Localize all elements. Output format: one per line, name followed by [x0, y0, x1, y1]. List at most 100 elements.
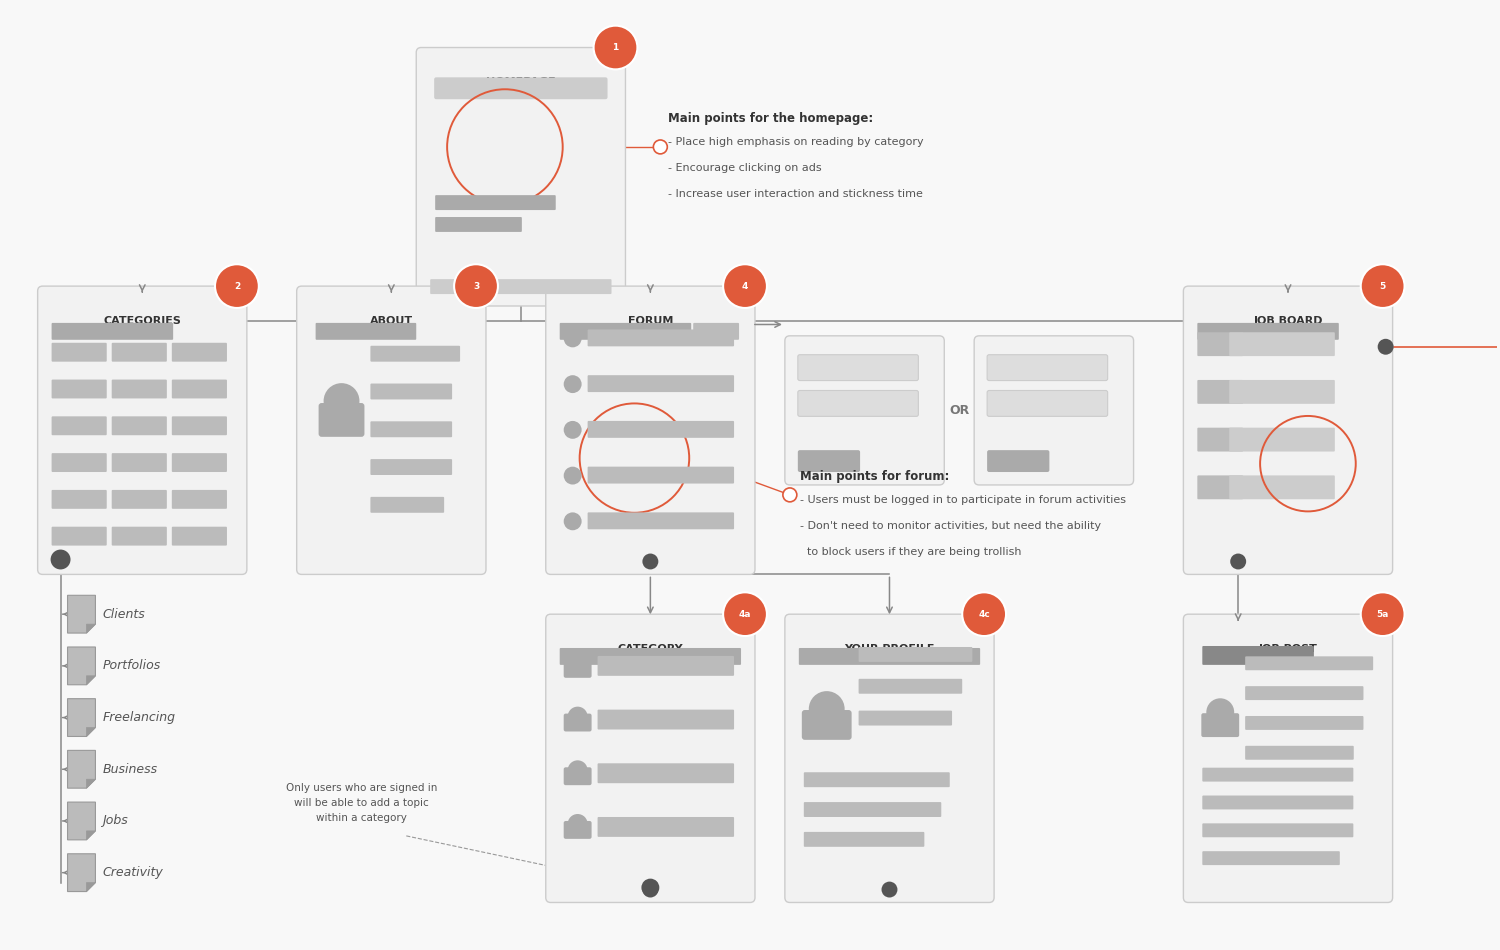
Polygon shape: [87, 728, 96, 736]
FancyBboxPatch shape: [800, 648, 980, 665]
FancyBboxPatch shape: [1245, 686, 1364, 700]
Polygon shape: [87, 883, 96, 891]
FancyBboxPatch shape: [172, 526, 226, 545]
FancyBboxPatch shape: [1228, 475, 1335, 500]
Polygon shape: [68, 596, 96, 633]
FancyBboxPatch shape: [560, 323, 692, 340]
Polygon shape: [68, 802, 96, 840]
Text: 2: 2: [234, 281, 240, 291]
FancyBboxPatch shape: [111, 490, 166, 509]
FancyBboxPatch shape: [111, 453, 166, 472]
Circle shape: [564, 330, 582, 348]
Text: Only users who are signed in
will be able to add a topic
within a category: Only users who are signed in will be abl…: [286, 783, 436, 823]
Text: 5: 5: [1380, 281, 1386, 291]
FancyBboxPatch shape: [974, 335, 1134, 484]
FancyBboxPatch shape: [51, 343, 106, 362]
FancyBboxPatch shape: [1203, 824, 1353, 837]
FancyBboxPatch shape: [370, 497, 444, 513]
Polygon shape: [87, 675, 96, 685]
FancyBboxPatch shape: [433, 77, 608, 99]
Circle shape: [454, 264, 498, 308]
Text: Creativity: Creativity: [102, 866, 164, 879]
Circle shape: [567, 653, 588, 673]
FancyBboxPatch shape: [172, 490, 226, 509]
FancyBboxPatch shape: [1245, 656, 1372, 671]
FancyBboxPatch shape: [588, 466, 734, 484]
Circle shape: [564, 375, 582, 393]
FancyBboxPatch shape: [111, 343, 166, 362]
Polygon shape: [87, 779, 96, 788]
Text: 4: 4: [742, 281, 748, 291]
Circle shape: [654, 140, 668, 154]
FancyBboxPatch shape: [597, 656, 734, 675]
Text: Business: Business: [102, 763, 158, 776]
FancyBboxPatch shape: [1184, 615, 1392, 902]
FancyBboxPatch shape: [987, 390, 1107, 416]
FancyBboxPatch shape: [693, 323, 740, 340]
FancyBboxPatch shape: [435, 195, 555, 210]
FancyBboxPatch shape: [597, 763, 734, 783]
FancyBboxPatch shape: [172, 343, 226, 362]
Circle shape: [214, 264, 260, 308]
Text: - Users must be logged in to participate in forum activities: - Users must be logged in to participate…: [800, 495, 1126, 504]
Text: OR: OR: [950, 404, 969, 417]
Circle shape: [567, 760, 588, 780]
FancyBboxPatch shape: [370, 459, 452, 475]
FancyBboxPatch shape: [318, 403, 364, 437]
FancyBboxPatch shape: [38, 286, 248, 575]
FancyBboxPatch shape: [1197, 380, 1243, 404]
FancyBboxPatch shape: [1203, 768, 1353, 782]
FancyBboxPatch shape: [1197, 323, 1340, 340]
FancyBboxPatch shape: [564, 768, 591, 786]
Circle shape: [564, 512, 582, 530]
FancyBboxPatch shape: [804, 832, 924, 846]
Text: JOB POST: JOB POST: [1258, 644, 1317, 654]
Circle shape: [642, 882, 658, 898]
FancyBboxPatch shape: [546, 286, 754, 575]
FancyBboxPatch shape: [798, 354, 918, 381]
Circle shape: [1360, 264, 1404, 308]
FancyBboxPatch shape: [297, 286, 486, 575]
Text: - Increase user interaction and stickness time: - Increase user interaction and sticknes…: [669, 189, 922, 199]
FancyBboxPatch shape: [1202, 713, 1239, 737]
Text: - Encourage clicking on ads: - Encourage clicking on ads: [669, 162, 822, 173]
Circle shape: [642, 554, 658, 569]
FancyBboxPatch shape: [51, 526, 106, 545]
Circle shape: [882, 882, 897, 898]
Circle shape: [783, 488, 796, 502]
FancyBboxPatch shape: [987, 354, 1107, 381]
FancyBboxPatch shape: [858, 647, 972, 662]
Text: JOB BOARD: JOB BOARD: [1254, 316, 1323, 326]
FancyBboxPatch shape: [804, 772, 950, 788]
FancyBboxPatch shape: [1228, 428, 1335, 451]
Circle shape: [564, 421, 582, 439]
FancyBboxPatch shape: [588, 512, 734, 529]
FancyBboxPatch shape: [51, 380, 106, 398]
FancyBboxPatch shape: [430, 279, 612, 294]
FancyBboxPatch shape: [1228, 380, 1335, 404]
Polygon shape: [87, 624, 96, 633]
Text: FORUM: FORUM: [627, 316, 674, 326]
Text: CATEGORY: CATEGORY: [618, 644, 682, 654]
Polygon shape: [87, 831, 96, 840]
FancyBboxPatch shape: [416, 48, 626, 306]
Circle shape: [51, 549, 70, 569]
FancyBboxPatch shape: [111, 526, 166, 545]
Text: 4c: 4c: [978, 610, 990, 618]
FancyBboxPatch shape: [597, 710, 734, 730]
Circle shape: [1377, 339, 1394, 354]
FancyBboxPatch shape: [858, 711, 952, 726]
Polygon shape: [68, 750, 96, 788]
Circle shape: [1230, 554, 1246, 569]
FancyBboxPatch shape: [858, 679, 962, 694]
Circle shape: [1360, 592, 1404, 637]
FancyBboxPatch shape: [435, 217, 522, 232]
FancyBboxPatch shape: [1197, 332, 1243, 356]
FancyBboxPatch shape: [588, 330, 734, 347]
Text: SIGN UP: SIGN UP: [1028, 366, 1080, 375]
FancyBboxPatch shape: [798, 450, 859, 472]
FancyBboxPatch shape: [1245, 746, 1354, 760]
Text: Jobs: Jobs: [102, 814, 128, 827]
Text: Portfolios: Portfolios: [102, 659, 160, 673]
Text: Main points for the homepage:: Main points for the homepage:: [669, 112, 873, 125]
